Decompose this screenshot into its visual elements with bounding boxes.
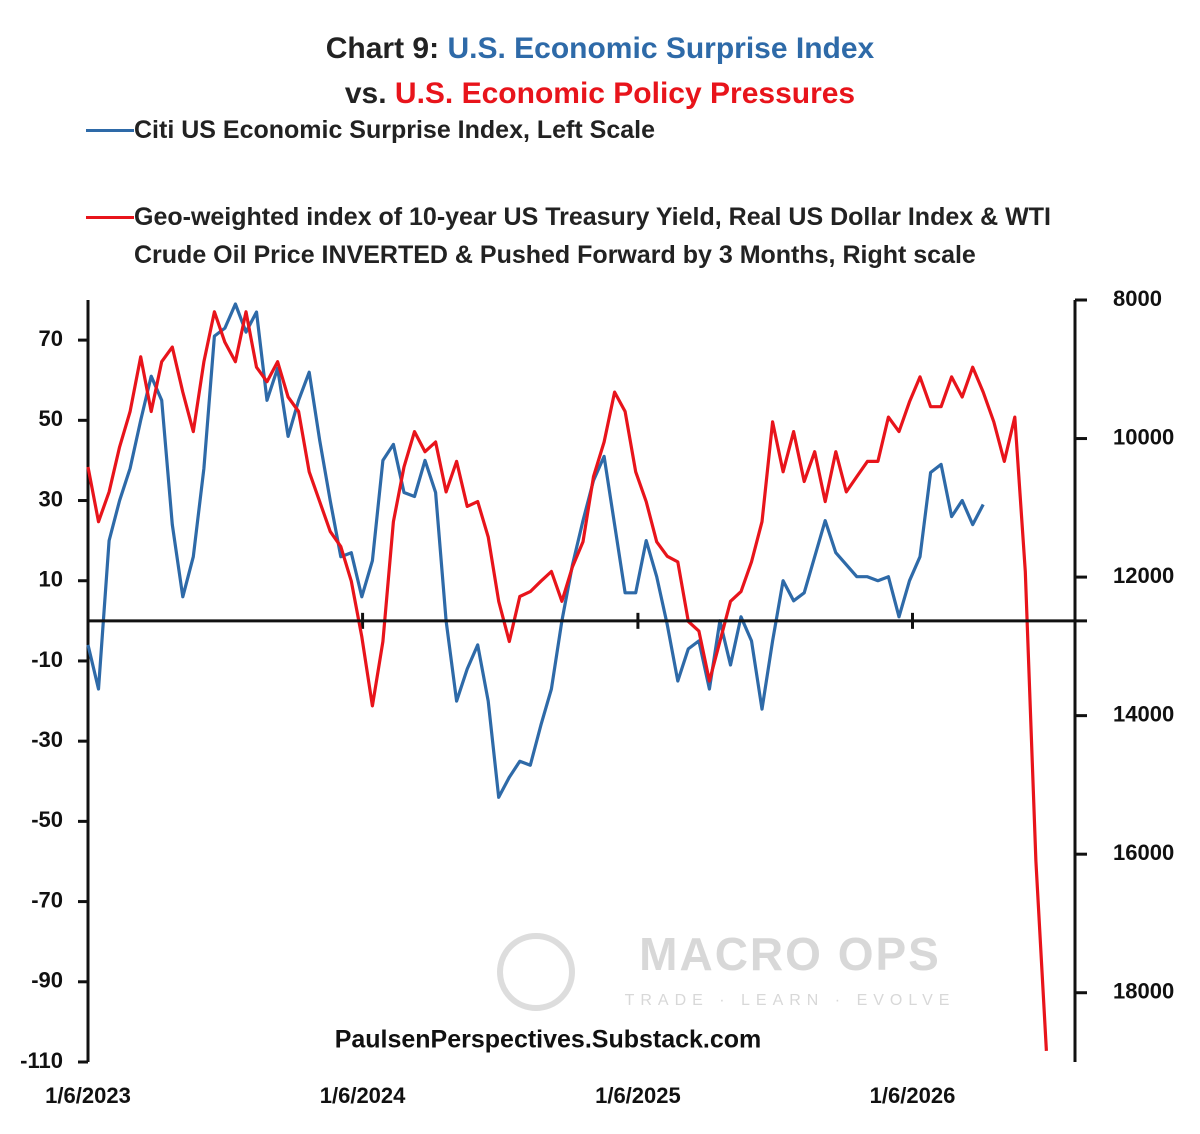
y2-tick-label: 16000: [1113, 840, 1174, 865]
title-line-1: Chart 9: U.S. Economic Surprise Index: [0, 32, 1200, 66]
legend-entry: Geo-weighted index of 10-year US Treasur…: [86, 198, 1086, 274]
title-part: U.S. Economic Surprise Index: [447, 32, 875, 65]
y-tick-label: 30: [39, 486, 63, 511]
series-line: [86, 310, 1048, 1051]
x-tick-label: 1/6/2025: [595, 1083, 681, 1108]
y2-tick-label: 10000: [1113, 424, 1174, 449]
y2-tick-label: 12000: [1113, 563, 1174, 588]
legend-label: Citi US Economic Surprise Index, Left Sc…: [134, 116, 655, 144]
x-tick-label: 1/6/2024: [320, 1083, 406, 1108]
y2-tick-label: 8000: [1113, 286, 1162, 311]
y-tick-label: -110: [20, 1048, 63, 1073]
title-part: vs.: [344, 77, 387, 110]
legend-entry: Citi US Economic Surprise Index, Left Sc…: [86, 111, 986, 149]
y-tick-label: 50: [39, 406, 63, 431]
x-tick-label: 1/6/2026: [870, 1083, 956, 1108]
title-part: Chart 9:: [325, 32, 440, 65]
series-line: [86, 302, 985, 799]
y-tick-label: -70: [31, 887, 63, 912]
y-tick-label: 70: [39, 326, 63, 351]
x-tick-label: 1/6/2023: [45, 1083, 131, 1108]
watermark: MACRO OPS: [639, 928, 941, 980]
source: PaulsenPerspectives.Substack.com: [335, 1026, 762, 1054]
y-tick-label: -90: [31, 968, 63, 993]
watermark-logo: [497, 933, 575, 1011]
y-tick-label: -10: [31, 647, 63, 672]
y2-tick-label: 14000: [1113, 701, 1174, 726]
legend-label: Geo-weighted index of 10-year US Treasur…: [134, 203, 1051, 269]
y-tick-label: -30: [31, 727, 63, 752]
title-part: U.S. Economic Policy Pressures: [394, 77, 856, 110]
y-tick-label: 10: [39, 567, 63, 592]
watermark-tagline: TRADE · LEARN · EVOLVE: [625, 992, 956, 1009]
legend-swatch: [86, 129, 134, 132]
y2-tick-label: 18000: [1113, 979, 1174, 1004]
y-tick-label: -50: [31, 807, 63, 832]
legend-swatch: [86, 216, 134, 219]
title-line-2: vs. U.S. Economic Policy Pressures: [0, 77, 1200, 111]
